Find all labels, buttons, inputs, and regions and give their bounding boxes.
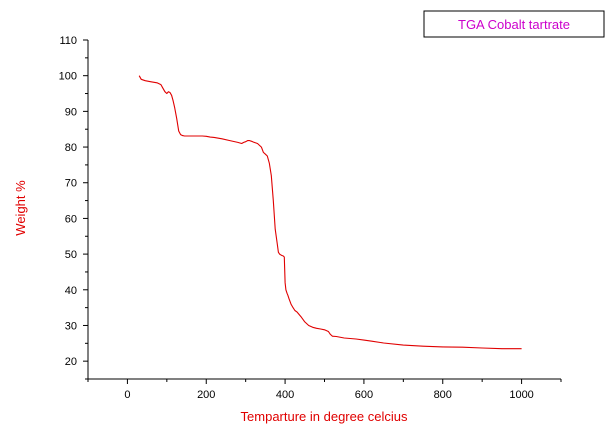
series-layer (138, 75, 522, 350)
y-tick-label: 70 (65, 178, 77, 190)
legend-box (423, 10, 605, 38)
x-tick-labels: 0 200 400 600 800 1000 (124, 389, 533, 401)
series-line-tga-cobalt-tartrate (138, 75, 522, 350)
y-tick-label: 20 (65, 356, 77, 368)
x-tick-label: 1000 (509, 389, 533, 401)
x-tick-label: 600 (355, 389, 373, 401)
x-tick-label: 0 (124, 389, 130, 401)
x-tick-label: 800 (434, 389, 452, 401)
x-tick-label: 200 (197, 389, 215, 401)
y-tick-labels: 20 30 40 50 60 70 80 90 100 110 (59, 35, 77, 368)
y-tick-label: 50 (65, 249, 77, 261)
y-tick-label: 40 (65, 285, 77, 297)
y-tick-label: 90 (65, 106, 77, 118)
axes (87, 40, 561, 380)
y-tick-label: 110 (59, 35, 77, 47)
legend-entry-label: TGA Cobalt tartrate (458, 17, 570, 32)
y-tick-label: 100 (59, 71, 77, 83)
y-tick-label: 30 (65, 320, 77, 332)
x-axis-label: Temparture in degree celcius (241, 409, 408, 424)
legend: TGA Cobalt tartrate (423, 10, 605, 38)
tick-marks (83, 39, 562, 384)
x-tick-label: 400 (276, 389, 294, 401)
y-tick-label: 60 (65, 213, 77, 225)
y-axis-label: Weight % (13, 180, 28, 236)
y-tick-label: 80 (65, 142, 77, 154)
